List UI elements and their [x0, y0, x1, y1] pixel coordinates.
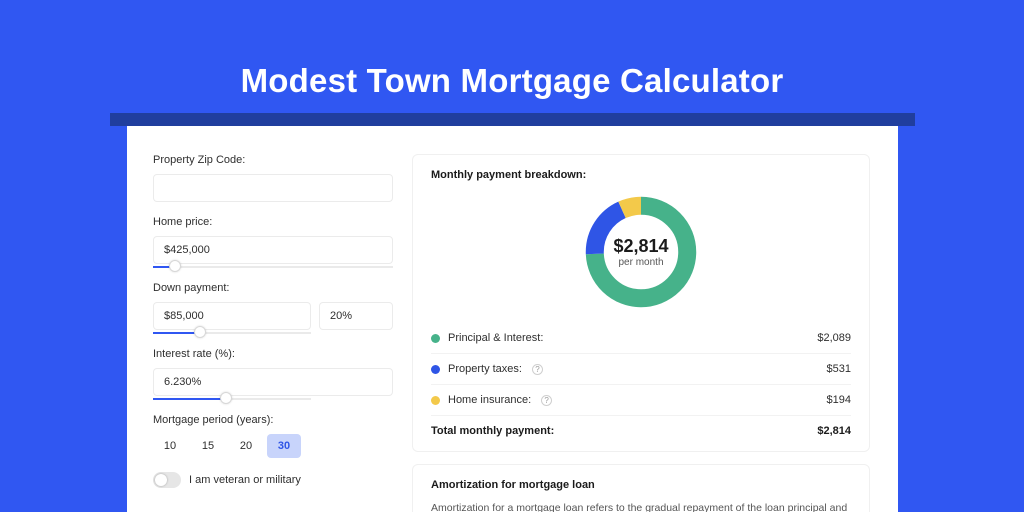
legend-left: Home insurance:? [431, 394, 552, 406]
amortization-panel: Amortization for mortgage loan Amortizat… [412, 464, 870, 512]
interest-rate-slider[interactable] [153, 398, 311, 400]
legend-dot-icon [431, 396, 440, 405]
results-column: Monthly payment breakdown: $2,814 per mo… [412, 126, 898, 512]
down-payment-slider-thumb[interactable] [194, 326, 206, 338]
legend-dot-icon [431, 365, 440, 374]
zip-label: Property Zip Code: [153, 154, 412, 166]
legend-row: Home insurance:? $194 [431, 384, 851, 415]
interest-rate-label: Interest rate (%): [153, 348, 412, 360]
home-price-label: Home price: [153, 216, 412, 228]
donut-center-sub: per month [618, 257, 663, 268]
veteran-label: I am veteran or military [189, 474, 301, 486]
down-payment-label: Down payment: [153, 282, 412, 294]
total-value: $2,814 [817, 425, 851, 437]
period-option-30[interactable]: 30 [267, 434, 301, 458]
home-price-input[interactable] [153, 236, 393, 264]
form-column: Property Zip Code: Home price: Down paym… [127, 126, 412, 512]
page-title: Modest Town Mortgage Calculator [0, 0, 1024, 100]
veteran-row: I am veteran or military [153, 472, 412, 488]
legend-dot-icon [431, 334, 440, 343]
legend-label: Principal & Interest: [448, 332, 543, 344]
interest-rate-row: Interest rate (%): [153, 348, 412, 400]
veteran-toggle-knob [155, 474, 167, 486]
donut-center: $2,814 per month [580, 191, 702, 313]
total-row: Total monthly payment: $2,814 [431, 415, 851, 437]
donut-wrap: $2,814 per month [431, 187, 851, 323]
home-price-row: Home price: [153, 216, 412, 268]
legend-row: Property taxes:? $531 [431, 353, 851, 384]
legend-left: Principal & Interest: [431, 332, 543, 344]
amortization-body: Amortization for a mortgage loan refers … [431, 501, 851, 512]
info-icon[interactable]: ? [541, 395, 552, 406]
breakdown-title: Monthly payment breakdown: [431, 169, 851, 181]
down-payment-pct-input[interactable] [319, 302, 393, 330]
interest-rate-slider-thumb[interactable] [220, 392, 232, 404]
veteran-toggle[interactable] [153, 472, 181, 488]
header-accent-bar [110, 113, 915, 126]
legend-left: Property taxes:? [431, 363, 543, 375]
info-icon[interactable]: ? [532, 364, 543, 375]
legend-label: Home insurance: [448, 394, 531, 406]
down-payment-row: Down payment: [153, 282, 412, 334]
period-button-group: 10152030 [153, 434, 412, 458]
breakdown-panel: Monthly payment breakdown: $2,814 per mo… [412, 154, 870, 452]
period-option-20[interactable]: 20 [229, 434, 263, 458]
period-label: Mortgage period (years): [153, 414, 412, 426]
donut-chart: $2,814 per month [580, 191, 702, 313]
calculator-card: Property Zip Code: Home price: Down paym… [127, 126, 898, 512]
zip-row: Property Zip Code: [153, 154, 412, 202]
legend-value: $2,089 [817, 332, 851, 344]
interest-rate-slider-fill [153, 398, 226, 400]
legend-row: Principal & Interest: $2,089 [431, 323, 851, 353]
legend-value: $194 [827, 394, 851, 406]
donut-center-value: $2,814 [613, 236, 668, 257]
total-label: Total monthly payment: [431, 425, 554, 437]
period-row: Mortgage period (years): 10152030 [153, 414, 412, 458]
zip-input[interactable] [153, 174, 393, 202]
interest-rate-input[interactable] [153, 368, 393, 396]
breakdown-legend: Principal & Interest: $2,089 Property taxe… [431, 323, 851, 415]
down-payment-slider[interactable] [153, 332, 311, 334]
down-payment-slider-fill [153, 332, 200, 334]
home-price-slider[interactable] [153, 266, 393, 268]
amortization-title: Amortization for mortgage loan [431, 479, 851, 491]
home-price-slider-thumb[interactable] [169, 260, 181, 272]
period-option-10[interactable]: 10 [153, 434, 187, 458]
down-payment-input[interactable] [153, 302, 311, 330]
period-option-15[interactable]: 15 [191, 434, 225, 458]
page-root: Modest Town Mortgage Calculator Property… [0, 0, 1024, 512]
legend-value: $531 [827, 363, 851, 375]
legend-label: Property taxes: [448, 363, 522, 375]
